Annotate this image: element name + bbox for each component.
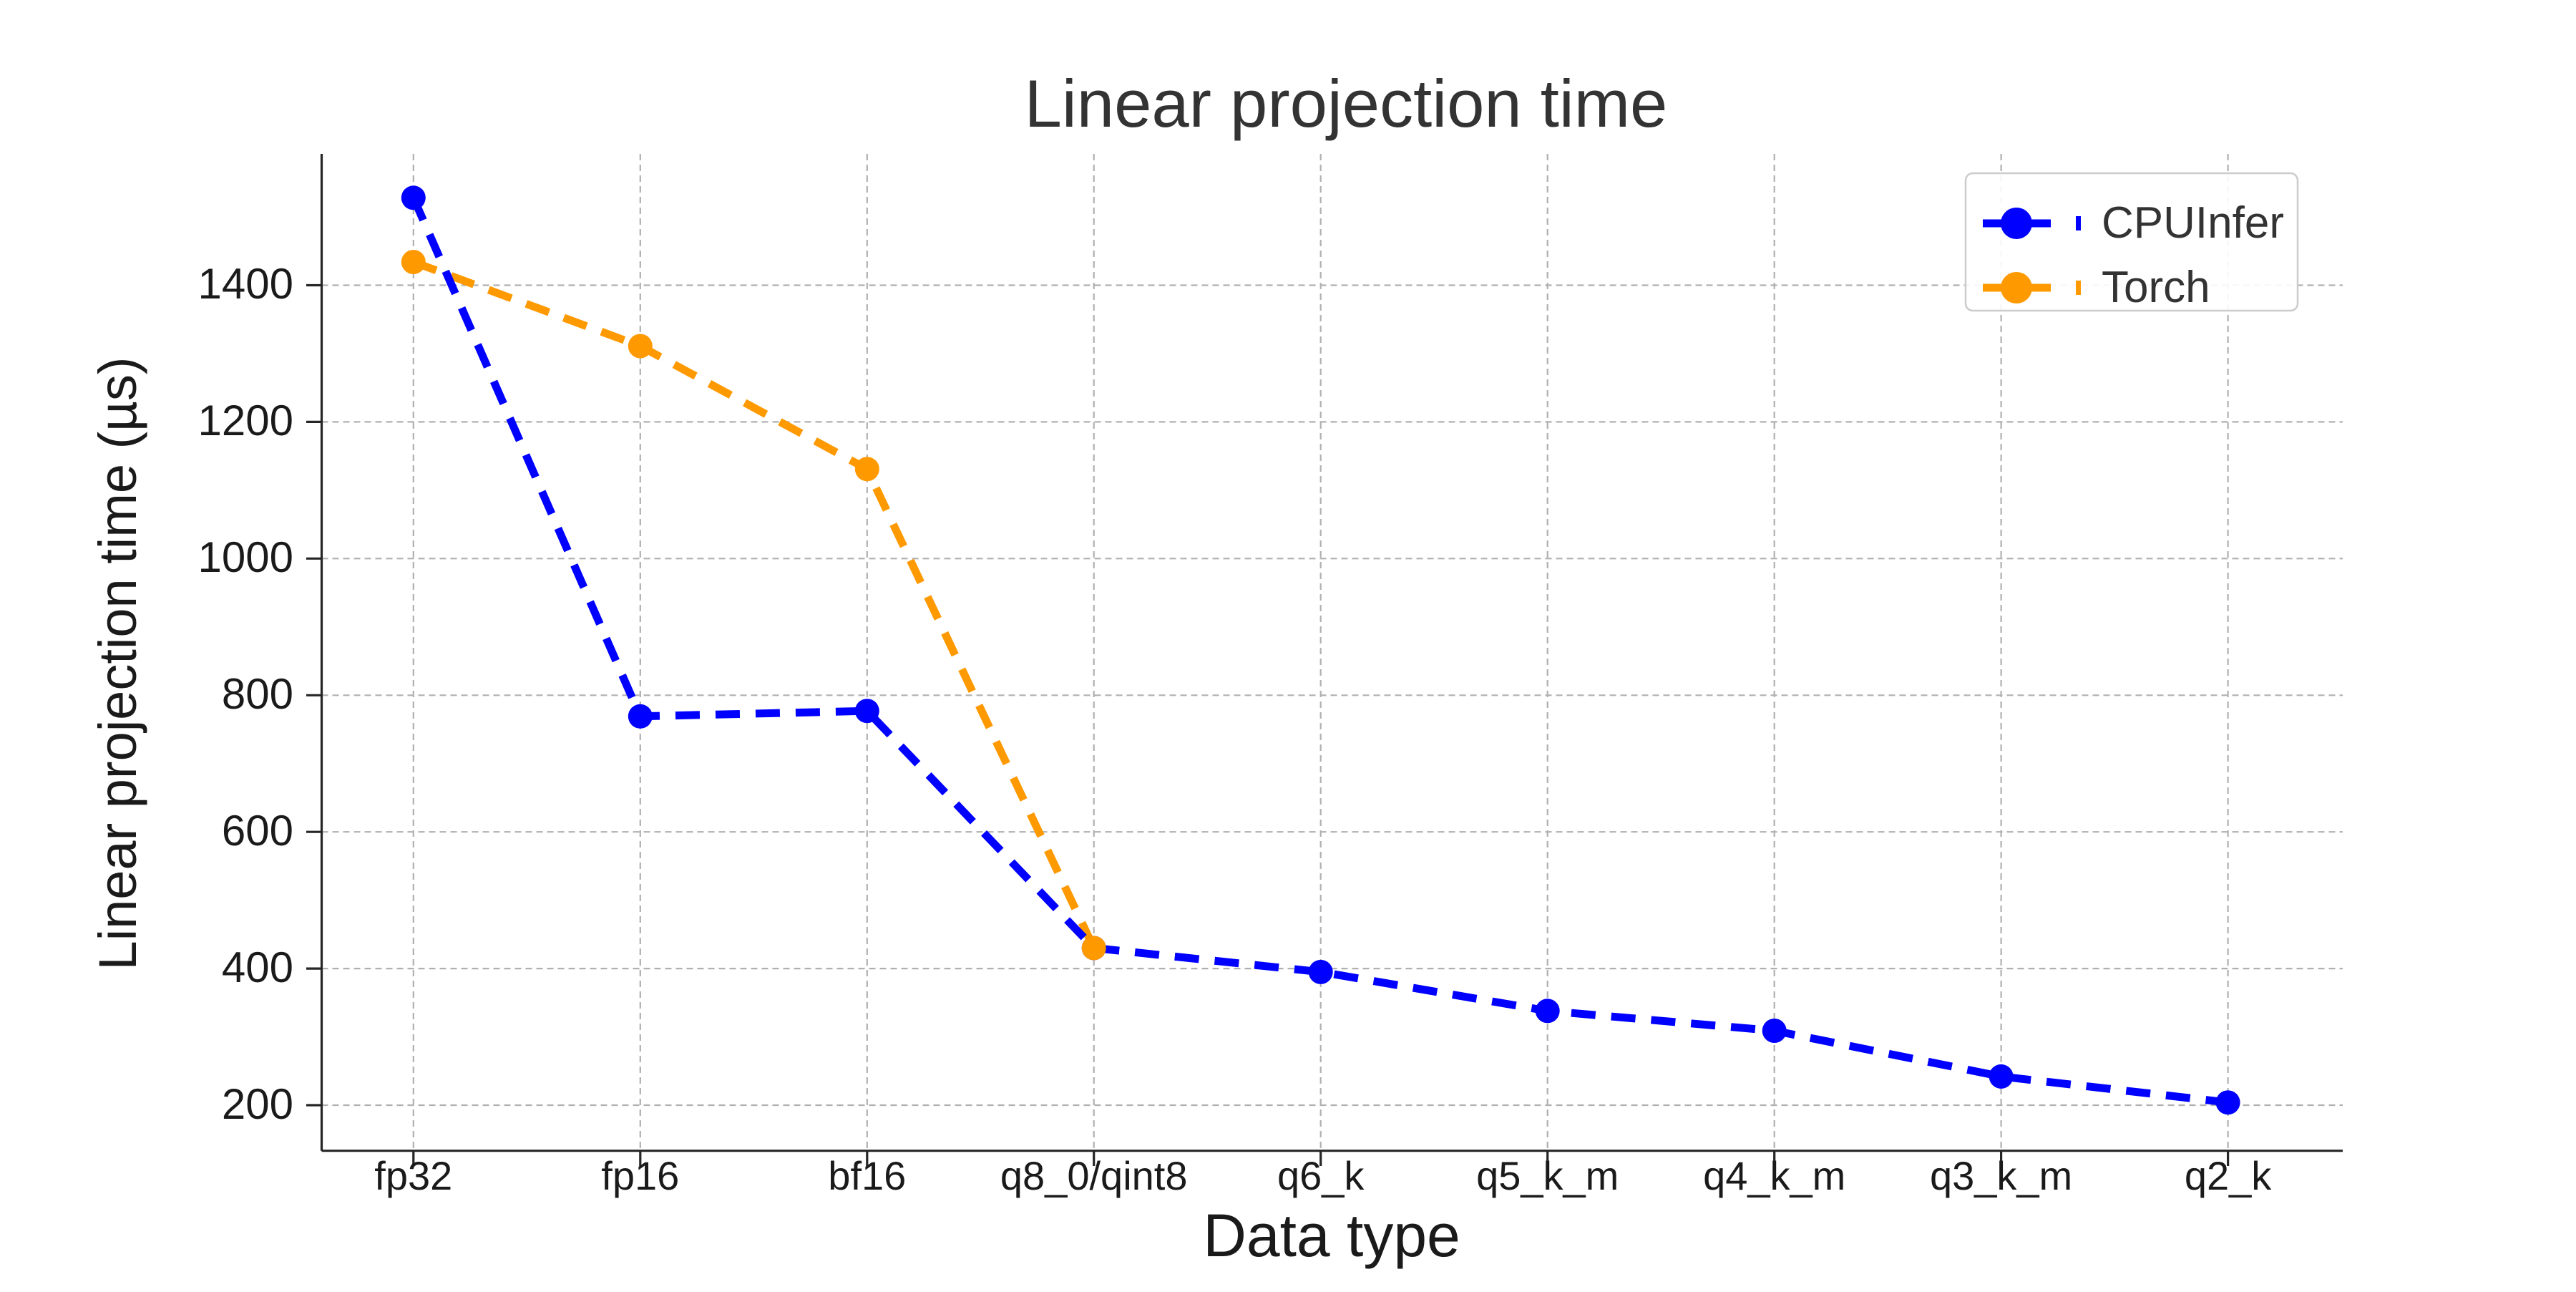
svg-text:q3_k_m: q3_k_m — [1930, 1153, 2072, 1198]
svg-text:q2_k: q2_k — [2185, 1153, 2272, 1198]
svg-text:1200: 1200 — [198, 397, 293, 445]
svg-text:Linear projection time: Linear projection time — [1025, 66, 1668, 141]
svg-text:800: 800 — [222, 670, 293, 718]
svg-text:q5_k_m: q5_k_m — [1476, 1153, 1619, 1198]
svg-text:1000: 1000 — [198, 533, 293, 581]
svg-text:q4_k_m: q4_k_m — [1703, 1153, 1845, 1198]
svg-text:bf16: bf16 — [828, 1153, 906, 1198]
svg-text:fp16: fp16 — [601, 1153, 679, 1198]
svg-text:200: 200 — [222, 1080, 293, 1128]
svg-text:Data type: Data type — [1203, 1202, 1460, 1269]
svg-text:fp32: fp32 — [374, 1153, 452, 1198]
svg-text:q8_0/qint8: q8_0/qint8 — [1000, 1153, 1188, 1198]
svg-text:CPUInfer: CPUInfer — [2102, 198, 2284, 248]
svg-text:1400: 1400 — [198, 260, 293, 308]
svg-text:Linear projection time (µs): Linear projection time (µs) — [88, 357, 147, 971]
svg-text:Torch: Torch — [2102, 263, 2210, 312]
svg-text:400: 400 — [222, 943, 293, 991]
svg-text:q6_k: q6_k — [1277, 1153, 1365, 1198]
svg-text:600: 600 — [222, 807, 293, 855]
